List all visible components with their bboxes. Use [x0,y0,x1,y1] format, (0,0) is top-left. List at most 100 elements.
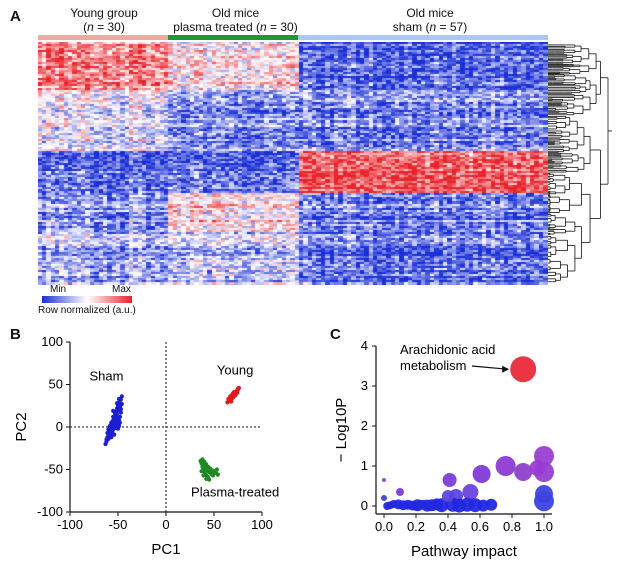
group-plasma-line1: Old mice [211,6,260,20]
data-point-young [230,396,235,401]
data-point-plasma-treated [214,467,219,472]
data-point-plasma-treated [201,473,206,478]
legend-min-label: Min [50,284,67,295]
data-point-sham [117,420,123,425]
x-tick-label: 0.2 [407,519,425,534]
color-scale-label: Row normalized (a.u.) [38,305,136,316]
pathway-bubble [485,498,498,511]
annotation-arrow-head [502,365,510,373]
annotation-arrow-line [471,365,508,370]
pathway-bubble [529,460,546,476]
series-annotation: Sham [89,368,123,383]
y-tick-label: 0 [56,419,63,434]
pathway-bubble [462,484,479,500]
pathway-bubble [396,488,404,496]
x-tick-label: 0.6 [471,519,489,534]
data-point-young [231,390,236,396]
panel-a-letter: A [10,8,21,25]
group-bar-sham [298,35,548,40]
panel-b-letter: B [10,326,21,343]
data-point-sham [108,432,113,437]
data-point-plasma-treated [204,476,209,481]
data-point-young [225,400,230,405]
data-point-sham [104,439,109,444]
data-point-young [229,399,234,404]
data-point-sham [114,401,120,406]
data-point-sham [111,408,116,413]
legend-max-label: Max [112,284,131,295]
data-point-sham [115,426,121,431]
pathway-bubble [417,499,428,510]
y-axis-label: PC2 [13,412,30,441]
color-scale-bar [42,296,132,303]
pathway-bubble [412,502,420,510]
annotation-line1: Arachidonic acid [400,342,495,357]
group-sham-line1: Old mice [406,6,454,20]
pathway-bubble [382,478,386,482]
x-tick-label: 1.0 [535,519,553,534]
pca-scatter-plot: -100 -50 0 50 100 -100 -50 0 50 100 PC1 PC2 Sham Youn… [13,334,279,558]
y-tick-label: 3 [361,378,368,393]
data-point-sham [116,396,122,402]
x-tick-label: 0.4 [439,519,457,534]
x-tick-label: 100 [251,517,273,532]
x-tick-label: 50 [207,517,221,532]
data-point-sham [109,420,114,425]
y-tick-label: -100 [37,504,63,519]
x-tick-label: 0 [162,517,169,532]
data-point-sham [107,424,112,430]
x-tick-label: 0.0 [375,519,393,534]
pathway-bubble [383,502,392,510]
series-annotation: Plasma-treated [191,485,279,500]
pathway-bubble [389,500,398,508]
pathway-bubble [430,498,443,511]
data-point-sham [111,414,116,419]
y-tick-label: 4 [361,338,368,353]
data-point-sham [119,401,124,407]
data-point-sham [119,394,124,399]
annotation-line2: metabolism [400,358,466,373]
data-point-sham [118,407,123,412]
panel-c-letter: C [330,326,341,343]
pathway-bubble [381,495,387,501]
pathway-bubble [442,473,457,487]
y-tick-label: 50 [49,377,63,392]
y-tick-label: 100 [41,334,63,349]
group-bar-plasma [168,35,298,40]
pathway-bubble [514,463,533,481]
data-point-sham [112,432,117,437]
series-annotation: Young [217,362,253,377]
x-axis-label: PC1 [151,541,180,558]
group-plasma-line2: plasma treated (n = 30) [173,20,298,34]
data-point-sham [113,417,119,422]
group-young-line2: (n = 30) [83,20,125,34]
x-tick-label: -50 [109,517,128,532]
pathway-bubble [510,356,537,383]
data-point-plasma-treated [199,469,204,474]
data-point-sham [110,428,115,433]
y-tick-label: -50 [44,462,63,477]
group-sham-label: Old mice sham (n = 57) [360,6,500,34]
x-axis-label: Pathway impact [411,543,518,560]
group-young-label: Young group (n = 30) [40,6,168,34]
y-axis-label: − Log10P [333,398,350,463]
group-sham-line2: sham (n = 57) [392,20,468,34]
group-young-line1: Young group [70,6,138,20]
pathway-bubble [495,456,516,476]
row-dendrogram [548,44,612,283]
x-tick-label: -100 [57,517,83,532]
pathway-bubble [535,485,553,503]
pathway-bubble [442,490,454,502]
y-tick-label: 0 [361,498,368,513]
pathway-bubble-plot: 0.0 0.2 0.4 0.6 0.8 1.0 0 1 2 3 4 Pathway impact − L… [333,338,554,560]
data-point-young [236,385,242,390]
data-point-plasma-treated [215,472,220,477]
pathway-bubble [472,465,491,483]
expression-heatmap [38,42,548,285]
data-point-plasma-treated [210,473,216,478]
group-plasma-label: Old mice plasma treated (n = 30) [163,6,308,34]
group-bar-young [38,35,168,40]
y-tick-label: 1 [361,458,368,473]
x-tick-label: 0.8 [503,519,521,534]
y-tick-label: 2 [361,418,368,433]
